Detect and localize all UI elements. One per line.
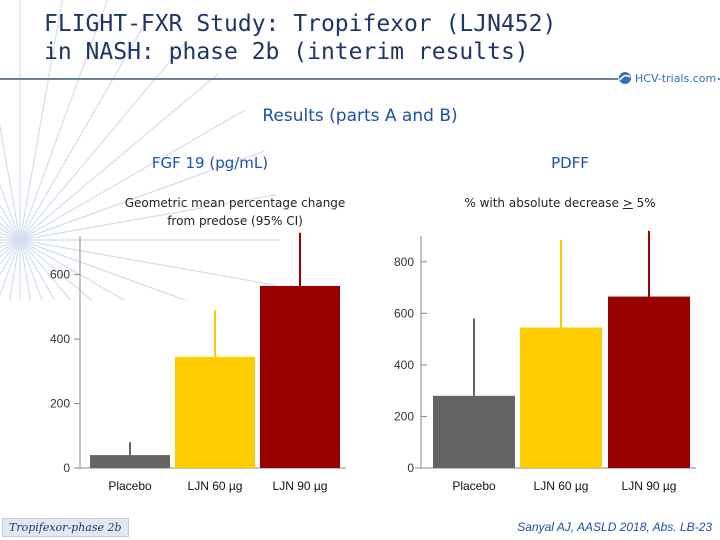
fan-line (19, 239, 277, 286)
category-label: LJN 60 µg (534, 479, 589, 493)
bar-placebo (433, 395, 515, 468)
slide-title: FLIGHT-FXR Study: Tropifexor (LJN452) in… (44, 10, 644, 66)
title-line-1: FLIGHT-FXR Study: Tropifexor (LJN452) (44, 11, 557, 37)
fan-line (19, 194, 277, 241)
fan-line (19, 239, 187, 300)
chart-subtitle-fgf19: Geometric mean percentage change from pr… (80, 194, 390, 230)
chart-subtitle-fgf19-line2: from predose (95% CI) (167, 214, 303, 228)
fan-line (19, 239, 56, 300)
fan-line (19, 239, 93, 300)
fgf19-chart: 0 200 400 600 Placebo LJN 60 µg LJN 90 µg (50, 232, 346, 493)
y-tick-label: 0 (407, 461, 414, 475)
citation: Sanyal AJ, AASLD 2018, Abs. LB-23 (517, 520, 712, 534)
fan-line (19, 239, 126, 300)
y-tick-label: 200 (394, 409, 414, 423)
logo-text: HCV-trials.com (635, 71, 717, 85)
fan-line (19, 239, 43, 300)
y-tick-label: 800 (394, 255, 414, 269)
title-divider (0, 78, 720, 80)
fan-line (19, 72, 220, 241)
decorative-fan-background (0, 0, 280, 300)
fan-line (0, 123, 21, 241)
site-logo: HCV-trials.com (618, 69, 719, 87)
category-label: LJN 60 µg (188, 479, 243, 493)
fan-line (19, 0, 63, 241)
section-subtitle: Results (parts A and B) (262, 106, 458, 126)
chart-subtitle-pdff-prefix: % with absolute decrease (464, 196, 623, 210)
bar-ljn-90 (608, 296, 690, 468)
chart-title-fgf19: FGF 19 (pg/mL) (151, 154, 269, 172)
fan-line (19, 14, 151, 241)
fan-line (19, 109, 246, 241)
pdff-chart: 0 200 400 600 800 Placebo LJN 60 µg LJN 90 µg (394, 230, 696, 493)
fan-line (19, 239, 72, 300)
y-tick-label: 600 (50, 268, 70, 282)
category-label: LJN 90 µg (622, 479, 677, 493)
y-tick-label: 400 (50, 332, 70, 346)
chart-subtitle-pdff-operator: > (622, 196, 633, 210)
fan-line (19, 239, 32, 300)
bar-ljn-90 (260, 285, 340, 468)
category-label: Placebo (108, 479, 152, 493)
chart-subtitle-pdff-suffix: 5% (632, 196, 656, 210)
category-label: Placebo (452, 479, 496, 493)
fan-line (0, 183, 21, 241)
y-tick-label: 200 (50, 397, 70, 411)
y-tick-label: 600 (394, 306, 414, 320)
fan-line (0, 239, 21, 297)
y-tick-label: 400 (394, 358, 414, 372)
y-tick-label: 0 (63, 461, 70, 475)
bar-ljn-60 (175, 356, 255, 468)
title-line-2: in NASH: phase 2b (interim results) (44, 39, 529, 65)
bar-placebo (90, 455, 170, 468)
fan-line (8, 239, 21, 300)
fan-line (19, 0, 108, 241)
logo-swoosh-icon (619, 72, 631, 84)
chart-subtitle-pdff: % with absolute decrease > 5% (420, 194, 700, 212)
bar-ljn-60 (520, 327, 602, 468)
fan-line (19, 150, 265, 241)
fan-line (19, 40, 188, 241)
chart-subtitle-fgf19-line1: Geometric mean percentage change (124, 196, 346, 210)
footer-study-tag: Tropifexor-phase 2b (2, 518, 129, 537)
chart-title-pdff: PDFF (551, 154, 589, 172)
category-label: LJN 90 µg (273, 479, 328, 493)
